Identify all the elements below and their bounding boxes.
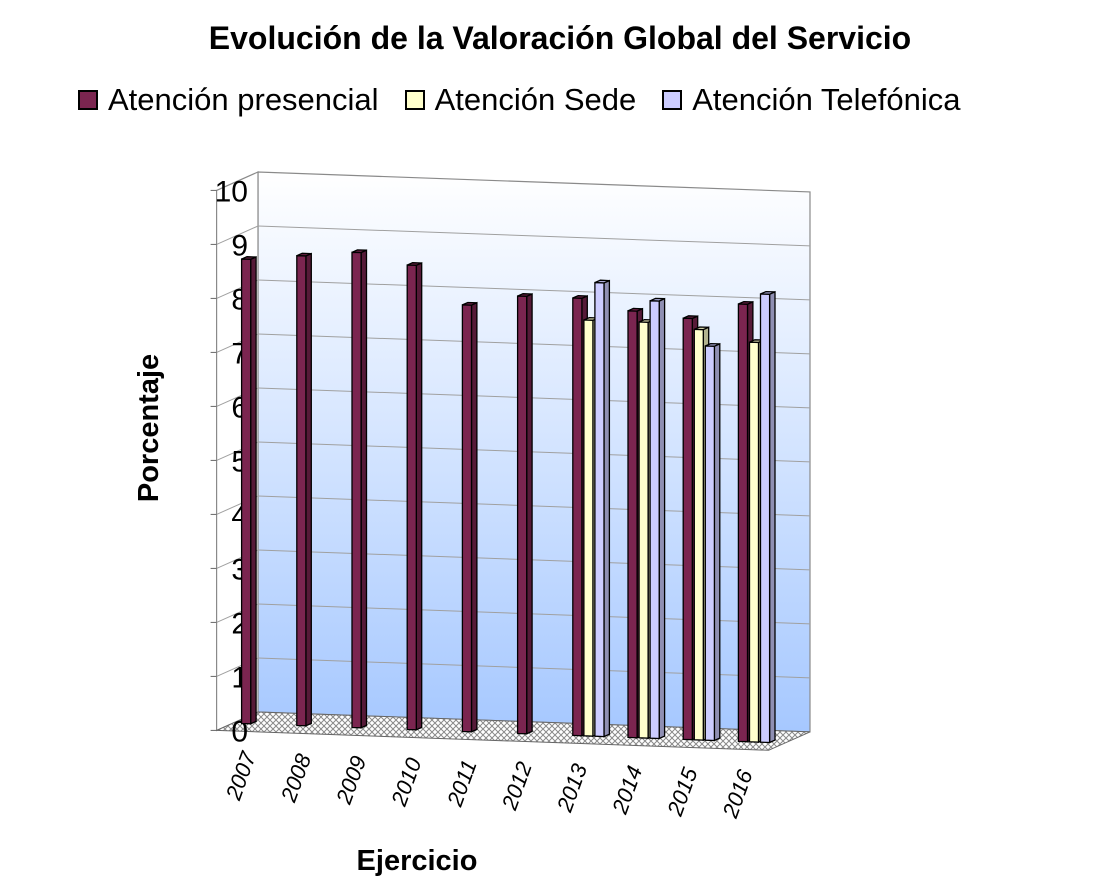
legend-label-telefonica: Atención Telefónica — [692, 82, 961, 117]
x-tick-label: 2008 — [276, 750, 317, 806]
x-tick-label: 2014 — [607, 762, 648, 817]
legend: Atención presencial Atención Sede Atenci… — [78, 80, 987, 120]
x-tick-label: 2016 — [717, 766, 758, 822]
legend-label-presencial: Atención presencial — [108, 82, 379, 117]
bar-2008-s0 — [296, 252, 312, 727]
legend-swatch-telefonica — [662, 90, 683, 110]
legend-item-telefonica: Atención Telefónica — [662, 82, 961, 118]
x-tick-label: 2013 — [552, 760, 593, 816]
bar-2014-s2 — [649, 297, 666, 740]
x-axis-label: Ejercicio — [357, 845, 478, 877]
legend-label-sede: Atención Sede — [434, 82, 637, 117]
chart-title: Evolución de la Valoración Global del Se… — [208, 20, 912, 56]
x-tick-label: 2010 — [386, 754, 427, 810]
bar-2011-s0 — [461, 301, 478, 733]
y-tick-label: 9 — [231, 229, 248, 262]
y-axis-label: Porcentaje — [133, 354, 165, 502]
x-tick-label: 2015 — [662, 764, 703, 820]
bar-2015-s2 — [704, 342, 721, 742]
gridline-side — [216, 225, 259, 245]
bar-2007-s0 — [240, 255, 257, 725]
x-tick-label: 2007 — [220, 748, 261, 804]
bar-2013-s2 — [594, 279, 611, 738]
x-tick-label: 2012 — [496, 758, 537, 813]
gridline — [257, 225, 811, 247]
bar-2009-s0 — [351, 249, 368, 729]
x-tick-label: 2009 — [331, 753, 372, 808]
bar-2012-s0 — [516, 292, 533, 735]
legend-item-presencial: Atención presencial — [78, 82, 379, 118]
gridline — [257, 279, 811, 301]
bar-2010-s0 — [406, 261, 423, 731]
bar-2016-s2 — [759, 290, 776, 744]
y-tick-label: 10 — [215, 175, 248, 208]
legend-item-sede: Atención Sede — [404, 82, 637, 118]
legend-swatch-presencial — [78, 90, 98, 110]
legend-swatch-sede — [404, 90, 425, 110]
x-tick-label: 2011 — [442, 756, 482, 810]
